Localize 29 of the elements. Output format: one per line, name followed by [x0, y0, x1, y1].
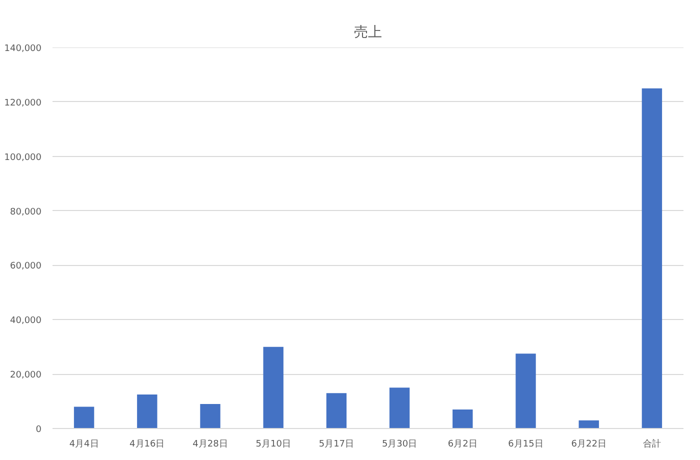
y-tick-label: 60,000 — [10, 262, 42, 272]
x-tick-label: 5月10日 — [256, 440, 291, 450]
x-tick-label: 4月16日 — [130, 440, 165, 450]
y-tick-label: 80,000 — [10, 207, 42, 218]
x-tick-label: 合計 — [642, 438, 661, 450]
bar — [74, 406, 94, 428]
x-tick-label: 6月2日 — [448, 440, 478, 450]
bar — [263, 346, 284, 428]
bar — [516, 354, 536, 428]
y-tick-label: 100,000 — [4, 152, 42, 163]
y-tick-label: 40,000 — [10, 316, 42, 326]
bar — [137, 394, 158, 428]
bar — [452, 409, 473, 428]
bar — [642, 88, 662, 428]
x-tick-label: 5月17日 — [318, 440, 354, 450]
x-tick-label: 6月22日 — [571, 440, 606, 450]
bar — [200, 404, 220, 428]
x-tick-label: 5月30日 — [382, 440, 418, 450]
y-tick-label: 140,000 — [4, 44, 42, 54]
bar — [389, 388, 410, 428]
x-tick-label: 6月15日 — [508, 440, 544, 450]
x-tick-label: 4月28日 — [192, 440, 228, 450]
y-tick-label: 20,000 — [10, 370, 42, 381]
bar — [326, 393, 347, 428]
chart-title: 売上 — [354, 24, 382, 40]
y-tick-label: 120,000 — [4, 98, 42, 108]
y-tick-label: 0 — [36, 425, 42, 435]
x-tick-label: 4月4日 — [69, 440, 99, 450]
bar — [578, 420, 599, 428]
